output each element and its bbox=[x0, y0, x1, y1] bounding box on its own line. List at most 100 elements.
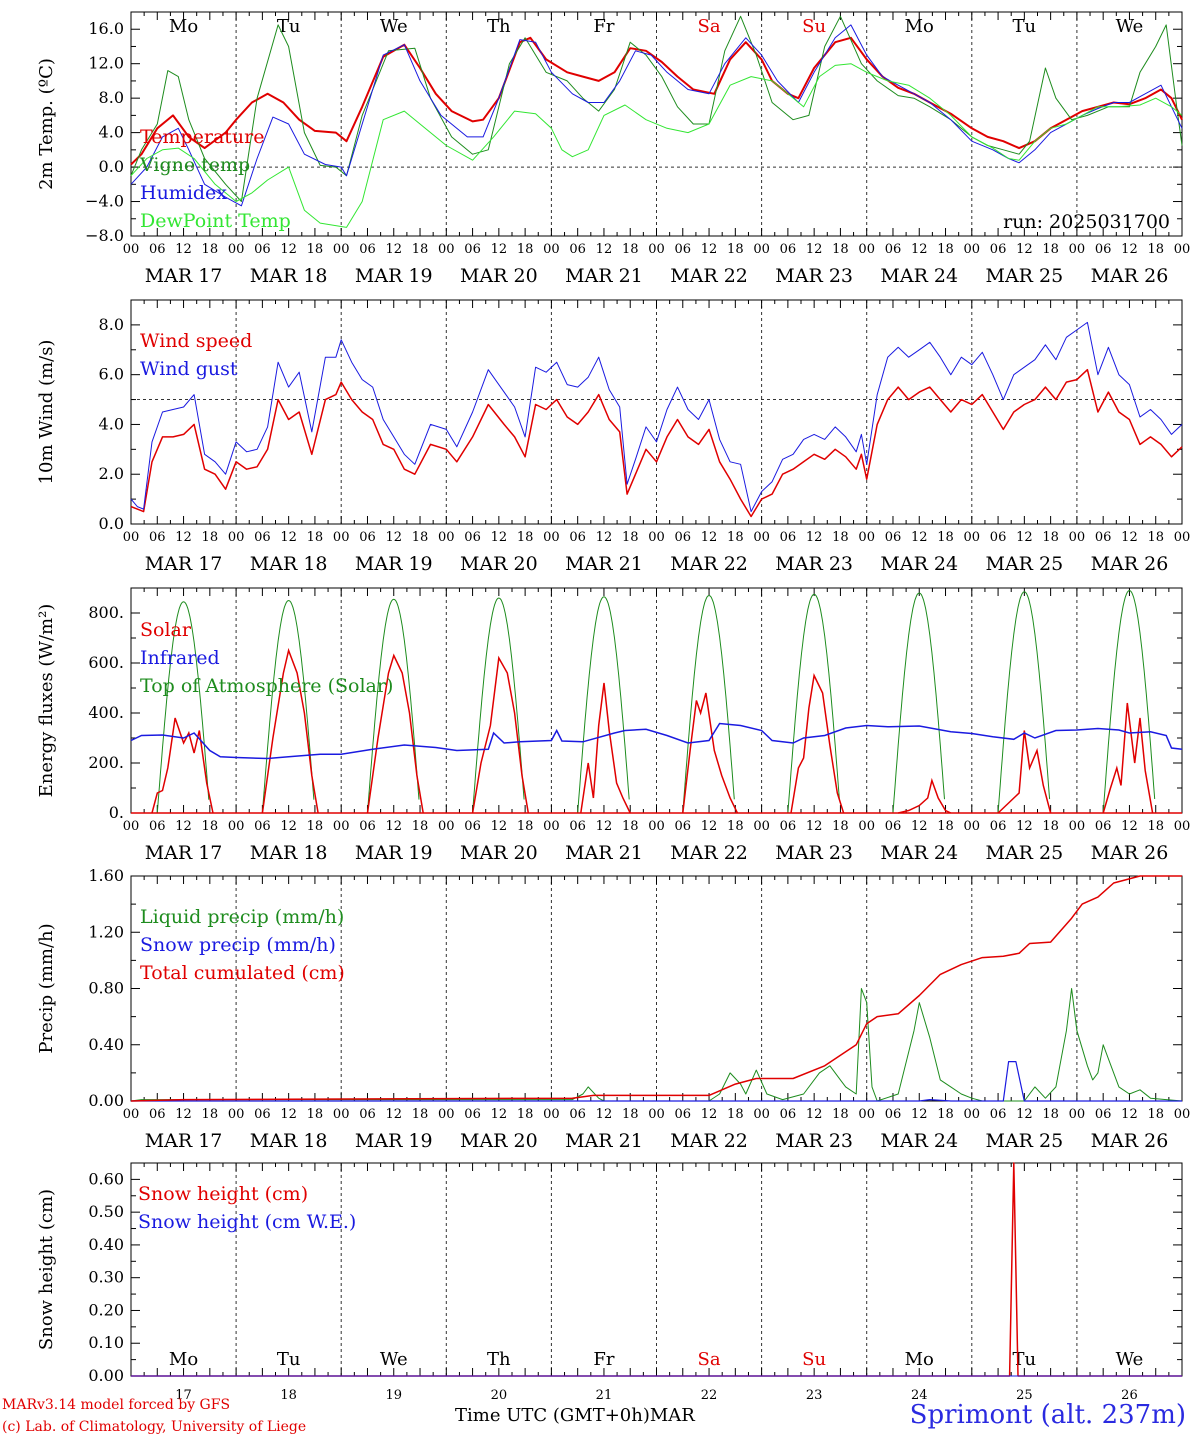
y-tick-label: 4.0 bbox=[99, 123, 124, 142]
hour-tick-label: 00 bbox=[228, 242, 245, 257]
y-tick-label: 0.10 bbox=[88, 1333, 124, 1352]
date-label: MAR 18 bbox=[250, 553, 328, 575]
hour-tick-label: 00 bbox=[543, 1107, 560, 1122]
hour-tick-label: 18 bbox=[307, 530, 324, 545]
series-line bbox=[130, 63, 1183, 228]
series-toa-solar-line bbox=[577, 596, 630, 814]
hour-tick-label: 00 bbox=[1069, 242, 1086, 257]
hour-tick-label: 12 bbox=[175, 1107, 192, 1122]
date-label: MAR 22 bbox=[670, 553, 748, 575]
hour-tick-label: 12 bbox=[806, 819, 823, 834]
hour-tick-label: 12 bbox=[596, 1107, 613, 1122]
y-axis-label: Energy fluxes (W/m²) bbox=[36, 604, 57, 798]
hour-tick-label: 00 bbox=[964, 242, 981, 257]
hour-tick-label: 18 bbox=[622, 530, 639, 545]
hour-tick-label: 06 bbox=[885, 1107, 902, 1122]
y-tick-label: 0.40 bbox=[88, 1235, 124, 1254]
hour-tick-label: 06 bbox=[569, 242, 586, 257]
date-label: MAR 21 bbox=[565, 842, 643, 864]
y-axis-label: Snow height (cm) bbox=[36, 1189, 57, 1350]
weekday-label: Su bbox=[802, 16, 826, 37]
date-label: MAR 24 bbox=[880, 1130, 958, 1152]
time-axis-title: Time UTC (GMT+0h) bbox=[455, 1405, 650, 1426]
hour-tick-label: 18 bbox=[727, 242, 744, 257]
hour-tick-label: 18 bbox=[832, 242, 849, 257]
date-label: MAR 17 bbox=[145, 842, 223, 864]
weekday-label: Tu bbox=[277, 16, 301, 37]
hour-tick-label: 00 bbox=[858, 530, 875, 545]
hour-tick-label: 00 bbox=[333, 530, 350, 545]
series-line bbox=[131, 1061, 1182, 1102]
date-label: MAR 19 bbox=[355, 265, 433, 287]
hour-tick-label: 12 bbox=[491, 1107, 508, 1122]
hour-tick-label: 06 bbox=[990, 1107, 1007, 1122]
hour-tick-label: 12 bbox=[596, 530, 613, 545]
y-tick-label: 0.40 bbox=[88, 1035, 124, 1054]
hour-tick-label: 00 bbox=[543, 242, 560, 257]
legend-entry: Snow height (cm) bbox=[138, 1183, 308, 1205]
hour-tick-label: 12 bbox=[1016, 242, 1033, 257]
series-solar-line bbox=[997, 730, 1052, 814]
hour-tick-label: 18 bbox=[1042, 242, 1059, 257]
hour-tick-label: 18 bbox=[1147, 1107, 1164, 1122]
hour-tick-label: 12 bbox=[1016, 1107, 1033, 1122]
series-solar-line bbox=[366, 653, 424, 814]
y-tick-label: 0.0 bbox=[99, 157, 124, 176]
hour-tick-label: 06 bbox=[569, 1107, 586, 1122]
station-name: Sprimont (alt. 237m) bbox=[909, 1400, 1186, 1430]
hour-tick-label: 18 bbox=[517, 819, 534, 834]
hour-tick-label: 00 bbox=[438, 1107, 455, 1122]
hour-tick-label: 06 bbox=[359, 530, 376, 545]
day-number-label: 25 bbox=[1016, 1388, 1033, 1403]
hour-tick-label: 00 bbox=[438, 530, 455, 545]
y-tick-label: 0. bbox=[109, 803, 124, 822]
y-tick-label: −8.0 bbox=[85, 226, 124, 245]
series-line bbox=[130, 15, 1183, 202]
hour-tick-label: 18 bbox=[937, 819, 954, 834]
day-number-label: 24 bbox=[911, 1388, 928, 1403]
date-label: MAR 24 bbox=[880, 265, 958, 287]
hour-tick-label: 06 bbox=[149, 1107, 166, 1122]
hour-tick-label: 00 bbox=[438, 242, 455, 257]
hour-tick-label: 00 bbox=[123, 1107, 140, 1122]
y-tick-label: 16.0 bbox=[88, 19, 124, 38]
hour-tick-label: 06 bbox=[885, 242, 902, 257]
series-solar-line bbox=[898, 777, 952, 814]
date-label: MAR 19 bbox=[355, 1130, 433, 1152]
hour-tick-label: 00 bbox=[858, 819, 875, 834]
day-number-label: 19 bbox=[385, 1388, 402, 1403]
y-tick-label: 1.20 bbox=[88, 922, 124, 941]
hour-tick-label: 06 bbox=[780, 1107, 797, 1122]
hour-tick-label: 12 bbox=[491, 819, 508, 834]
hour-tick-label: 18 bbox=[727, 1107, 744, 1122]
day-number-label: 23 bbox=[806, 1388, 823, 1403]
legend-entry: Solar bbox=[140, 619, 192, 641]
y-tick-label: 200. bbox=[88, 753, 124, 772]
hour-tick-label: 12 bbox=[1016, 530, 1033, 545]
hour-tick-label: 18 bbox=[202, 530, 219, 545]
legend-entry: Snow precip (mm/h) bbox=[140, 934, 336, 956]
hour-tick-label: 00 bbox=[123, 242, 140, 257]
weekday-label: Fr bbox=[593, 16, 614, 37]
hour-tick-label: 12 bbox=[911, 530, 928, 545]
hour-tick-label: 06 bbox=[1095, 819, 1112, 834]
hour-tick-label: 06 bbox=[675, 819, 692, 834]
hour-tick-label: 12 bbox=[175, 819, 192, 834]
hour-tick-label: 00 bbox=[858, 242, 875, 257]
hour-tick-label: 06 bbox=[569, 819, 586, 834]
weekday-label: Mo bbox=[905, 16, 934, 37]
date-label: MAR 25 bbox=[985, 553, 1063, 575]
date-label: MAR 19 bbox=[355, 842, 433, 864]
hour-tick-label: 00 bbox=[858, 1107, 875, 1122]
series-toa-solar-line bbox=[997, 591, 1051, 814]
series-solar-line bbox=[580, 682, 631, 814]
legend-entry: DewPoint Temp bbox=[140, 210, 291, 232]
hour-tick-label: 12 bbox=[806, 1107, 823, 1122]
hour-tick-label: 06 bbox=[990, 819, 1007, 834]
hour-tick-label: 18 bbox=[832, 530, 849, 545]
hour-tick-label: 12 bbox=[280, 1107, 297, 1122]
y-tick-label: 1.60 bbox=[88, 866, 124, 885]
hour-tick-label: 00 bbox=[123, 819, 140, 834]
hour-tick-label: 06 bbox=[359, 819, 376, 834]
hour-tick-label: 06 bbox=[464, 530, 481, 545]
